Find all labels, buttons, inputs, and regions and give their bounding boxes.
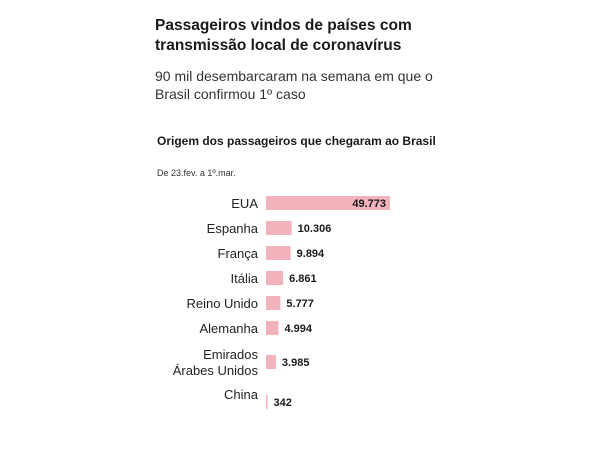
bar-3 <box>266 271 284 285</box>
category-label-5: Alemanha <box>199 321 258 336</box>
bar-1 <box>266 221 292 235</box>
value-label-3: 6.861 <box>289 273 317 285</box>
category-label-6: Emirados Árabes Unidos <box>173 347 259 378</box>
value-label-6: 3.985 <box>282 357 310 369</box>
bar-2 <box>266 246 291 260</box>
value-label-4: 5.777 <box>286 298 314 310</box>
value-label-5: 4.994 <box>284 323 312 335</box>
bar-0 <box>266 196 390 210</box>
value-label-2: 9.894 <box>297 248 325 260</box>
chart-date-range: De 23.fev. a 1º.mar. <box>157 168 236 178</box>
chart-title: Origem dos passageiros que chegaram ao B… <box>157 134 436 148</box>
category-label-3: Itália <box>231 271 259 286</box>
chart-headline: Passageiros vindos de países com transmi… <box>155 17 412 54</box>
bar-4 <box>266 296 281 310</box>
chart-subheadline: 90 mil desembarcaram na semana em que o … <box>155 68 433 102</box>
value-label-0: 49.773 <box>352 198 386 210</box>
bar-chart: 49.773 EUA 10.306 Espanha 9.894 França 6.861 It… <box>173 196 390 409</box>
bar-5 <box>266 321 279 335</box>
category-label-0: EUA <box>231 196 258 211</box>
value-label-7: 342 <box>274 397 292 409</box>
bar-6 <box>266 355 276 369</box>
category-label-2: França <box>218 246 259 261</box>
category-label-7: China <box>224 387 259 402</box>
bar-7 <box>266 395 268 409</box>
value-label-1: 10.306 <box>298 223 332 235</box>
category-label-1: Espanha <box>207 221 259 236</box>
category-label-4: Reino Unido <box>186 296 258 311</box>
